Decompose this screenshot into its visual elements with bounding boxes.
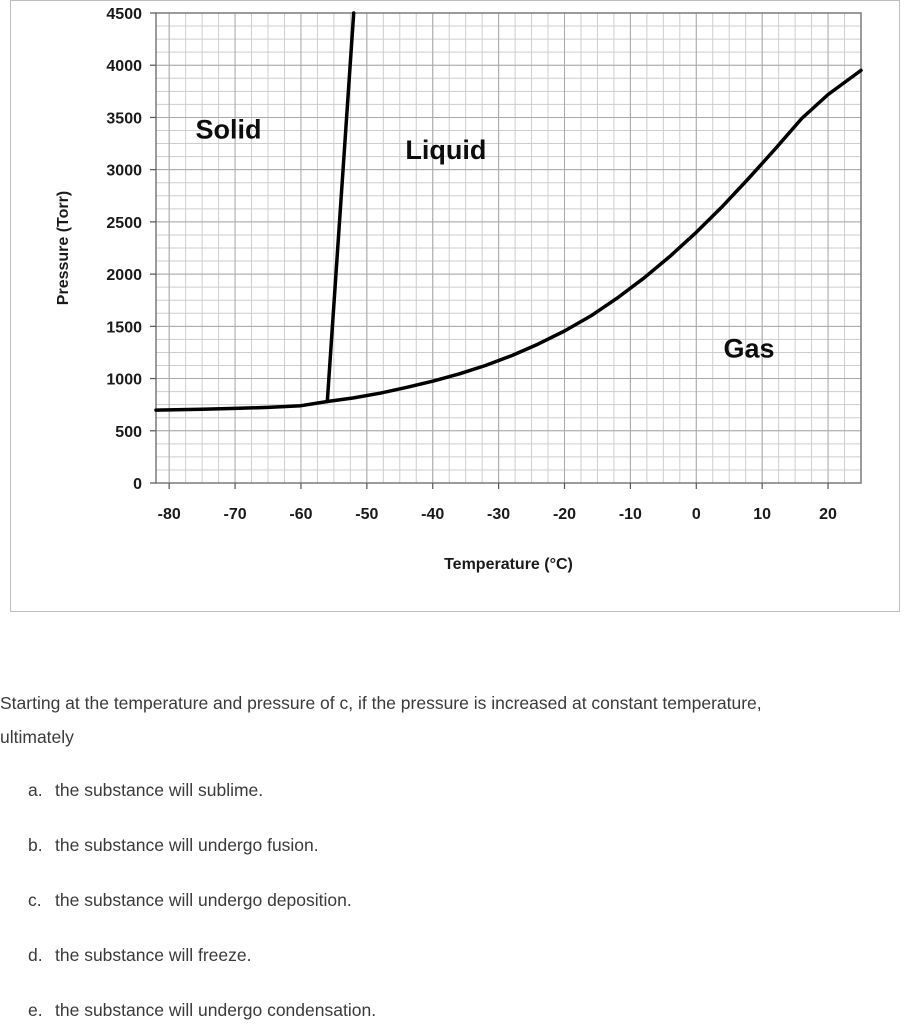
- y-tick-label: 500: [115, 424, 142, 441]
- option-d: d. the substance will freeze.: [0, 938, 910, 972]
- region-label-liquid: Liquid: [405, 135, 486, 165]
- y-tick-label: 0: [133, 476, 142, 493]
- y-axis-title: Pressure (Torr): [55, 191, 72, 305]
- question-block: Starting at the temperature and pressure…: [0, 612, 910, 1027]
- phase-diagram-figure: Solid Liquid Gas -80 -70 -60 -50 -40 -30 -20 -10 0 1…: [10, 0, 900, 612]
- option-c-letter: c.: [28, 890, 42, 910]
- y-tick-label: 3500: [106, 110, 142, 127]
- phase-diagram-svg: Solid Liquid Gas -80 -70 -60 -50 -40 -30 -20 -10 0 1…: [55, 6, 863, 573]
- x-tick-label: -50: [355, 506, 378, 523]
- x-tick-label: 20: [819, 506, 837, 523]
- option-a-letter: a.: [28, 780, 43, 800]
- option-d-letter: d.: [28, 945, 43, 965]
- x-tick-label: -40: [421, 506, 444, 523]
- y-tick-label: 4500: [106, 6, 142, 23]
- option-c: c. the substance will undergo deposition…: [0, 883, 910, 917]
- x-tick-label: -80: [158, 506, 181, 523]
- option-e: e. the substance will undergo condensati…: [0, 993, 910, 1027]
- x-tick-label: -10: [619, 506, 642, 523]
- region-label-gas: Gas: [723, 334, 774, 364]
- y-tick-label: 1500: [106, 319, 142, 336]
- x-tick-label: -70: [224, 506, 247, 523]
- option-b-letter: b.: [28, 835, 43, 855]
- option-b-text: the substance will undergo fusion.: [55, 835, 319, 855]
- question-prompt-line-1: Starting at the temperature and pressure…: [0, 693, 762, 713]
- fusion-line: [325, 11, 356, 404]
- region-label-solid: Solid: [195, 114, 261, 144]
- option-a-text: the substance will sublime.: [55, 780, 264, 800]
- question-prompt: Starting at the temperature and pressure…: [0, 686, 910, 754]
- x-tick-label: -20: [553, 506, 576, 523]
- x-axis-title: Temperature (°C): [444, 556, 573, 573]
- option-a: a. the substance will sublime.: [0, 773, 910, 807]
- option-e-text: the substance will undergo condensation.: [55, 1000, 377, 1020]
- x-tick-label: 10: [753, 506, 771, 523]
- x-tick-label: 0: [692, 506, 701, 523]
- y-tick-label: 4000: [106, 58, 142, 75]
- sublimation-vaporization-curve: [154, 68, 863, 412]
- plot-border: [155, 12, 862, 484]
- x-tick-label: -60: [289, 506, 312, 523]
- option-d-text: the substance will freeze.: [55, 945, 252, 965]
- answer-options: a. the substance will sublime. b. the su…: [0, 773, 910, 1027]
- option-e-letter: e.: [28, 1000, 43, 1020]
- option-c-text: the substance will undergo deposition.: [55, 890, 352, 910]
- y-tick-label: 1000: [106, 372, 142, 389]
- y-tick-label: 2500: [106, 215, 142, 232]
- question-prompt-line-2: ultimately: [0, 727, 74, 747]
- y-tick-label: 2000: [106, 267, 142, 284]
- option-b: b. the substance will undergo fusion.: [0, 828, 910, 862]
- x-tick-label: -30: [487, 506, 510, 523]
- y-tick-label: 3000: [106, 163, 142, 180]
